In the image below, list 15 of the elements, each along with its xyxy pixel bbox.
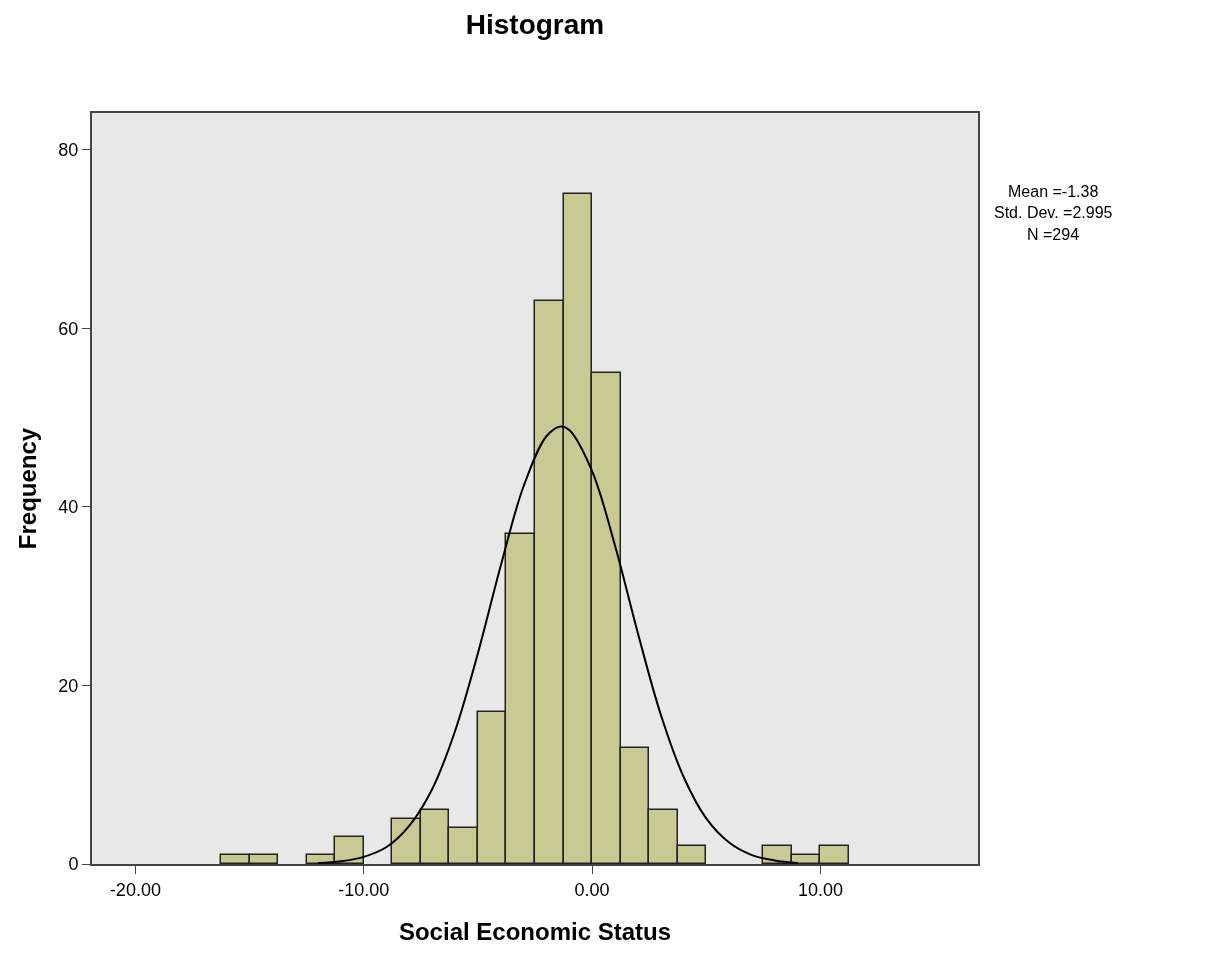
y-axis-title: Frequency <box>13 427 41 550</box>
text: Std. Dev. =2.995 <box>994 204 1113 221</box>
y-tick-label: 80 <box>58 139 79 160</box>
y-tick-label: 60 <box>58 318 79 339</box>
text: N =294 <box>1027 226 1080 243</box>
y-tick-label: 0 <box>68 854 79 875</box>
y-tick-label: 40 <box>58 497 79 518</box>
x-tick-label: -10.00 <box>338 879 390 900</box>
x-tick-label: -20.00 <box>109 879 161 900</box>
text: Mean =-1.38 <box>1008 183 1099 200</box>
x-axis-title: Social Economic Status <box>398 918 672 946</box>
chart-title: Histogram <box>465 9 605 41</box>
x-tick-label: 10.00 <box>797 879 843 900</box>
x-tick-label: 0.00 <box>574 879 610 900</box>
y-tick-label: 20 <box>58 675 79 696</box>
